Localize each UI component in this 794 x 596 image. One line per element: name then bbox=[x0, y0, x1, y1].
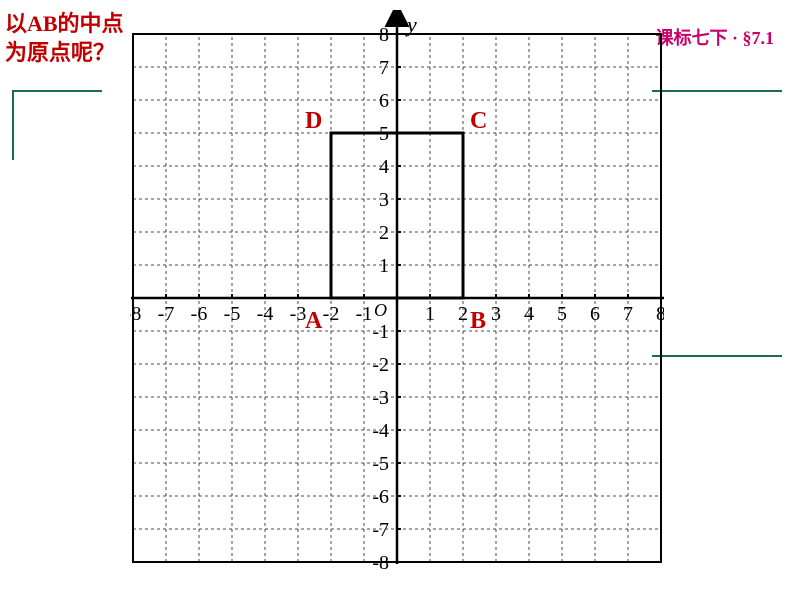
svg-text:-6: -6 bbox=[191, 303, 208, 325]
decorative-bracket-top-left bbox=[12, 90, 102, 160]
coordinate-graph: -8 -7 -6 -5 -4 -3 -2 -1 1 2 3 4 5 6 7 8 -8 -7 -6 -5 -4 -3 -2 -1… bbox=[130, 10, 664, 586]
svg-text:7: 7 bbox=[379, 57, 389, 79]
decorative-bracket-bottom-right bbox=[652, 355, 782, 357]
svg-text:8: 8 bbox=[656, 303, 664, 325]
svg-text:-2: -2 bbox=[372, 354, 389, 376]
svg-text:-7: -7 bbox=[372, 519, 389, 541]
decorative-bracket-top-right bbox=[652, 90, 782, 92]
svg-text:-3: -3 bbox=[290, 303, 307, 325]
svg-text:8: 8 bbox=[379, 24, 389, 46]
svg-text:3: 3 bbox=[491, 303, 501, 325]
svg-text:-2: -2 bbox=[323, 303, 340, 325]
svg-text:-7: -7 bbox=[158, 303, 175, 325]
svg-text:-6: -6 bbox=[372, 486, 389, 508]
svg-text:-3: -3 bbox=[372, 387, 389, 409]
vertex-label-d: D bbox=[305, 108, 322, 135]
svg-text:O: O bbox=[374, 300, 387, 320]
svg-text:1: 1 bbox=[425, 303, 435, 325]
svg-text:y: y bbox=[405, 12, 417, 37]
svg-text:-8: -8 bbox=[372, 552, 389, 574]
question-text: 以AB的中点为原点呢？ bbox=[5, 10, 124, 67]
svg-text:2: 2 bbox=[379, 222, 389, 244]
svg-text:1: 1 bbox=[379, 255, 389, 277]
svg-text:2: 2 bbox=[458, 303, 468, 325]
chapter-label: 课标七下 · §7.1 bbox=[655, 24, 774, 50]
svg-text:6: 6 bbox=[590, 303, 600, 325]
svg-text:5: 5 bbox=[557, 303, 567, 325]
svg-text:-8: -8 bbox=[130, 303, 141, 325]
svg-text:6: 6 bbox=[379, 90, 389, 112]
vertex-label-a: A bbox=[305, 308, 322, 335]
svg-text:-5: -5 bbox=[372, 453, 389, 475]
graph-svg: -8 -7 -6 -5 -4 -3 -2 -1 1 2 3 4 5 6 7 8 -8 -7 -6 -5 -4 -3 -2 -1… bbox=[130, 10, 664, 586]
svg-text:-1: -1 bbox=[356, 303, 373, 325]
svg-text:-5: -5 bbox=[224, 303, 241, 325]
svg-text:-1: -1 bbox=[372, 321, 389, 343]
svg-text:-4: -4 bbox=[372, 420, 389, 442]
svg-text:4: 4 bbox=[524, 303, 534, 325]
vertex-label-c: C bbox=[470, 108, 487, 135]
vertex-label-b: B bbox=[470, 308, 486, 335]
svg-text:3: 3 bbox=[379, 189, 389, 211]
svg-text:-4: -4 bbox=[257, 303, 274, 325]
svg-text:7: 7 bbox=[623, 303, 633, 325]
svg-text:4: 4 bbox=[379, 156, 389, 178]
